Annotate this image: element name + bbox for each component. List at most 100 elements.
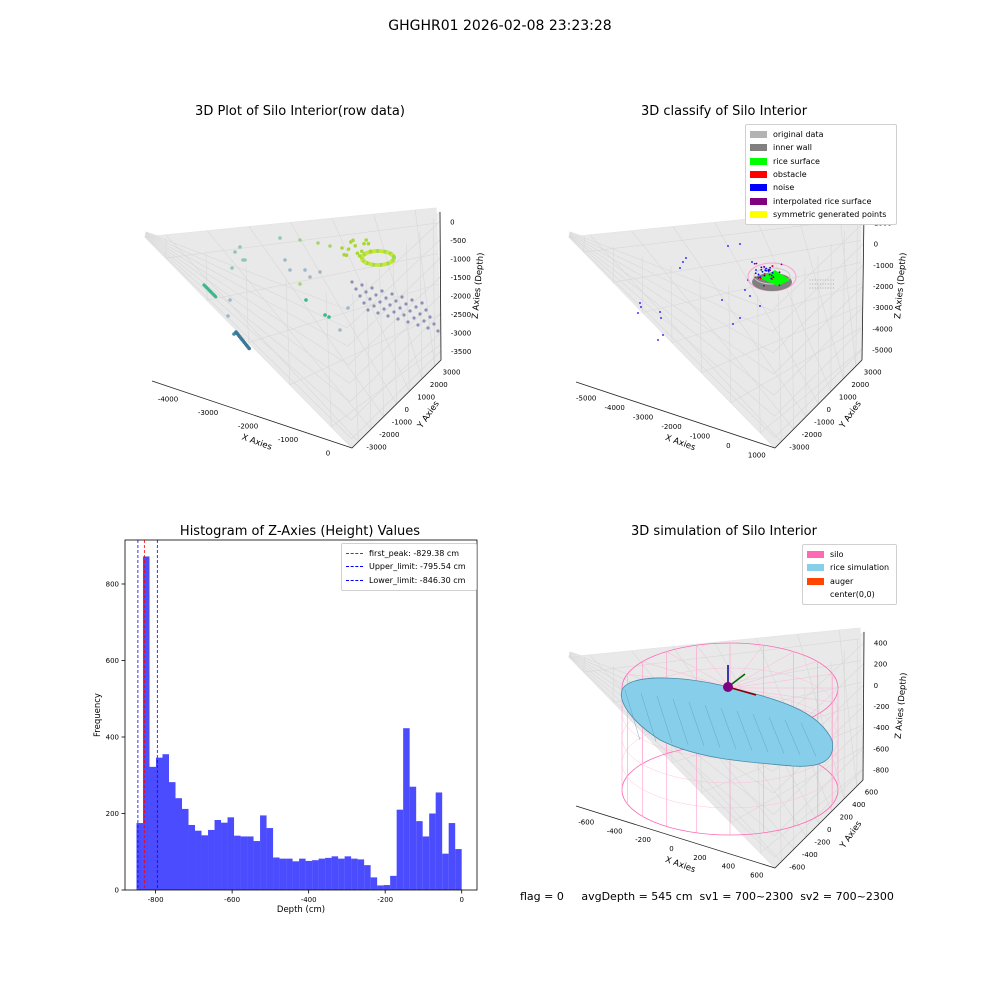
legend-entry: symmetric generated points (750, 208, 892, 221)
histogram-bar (312, 860, 319, 890)
raw-data-point (369, 250, 373, 254)
original-data-point (815, 279, 816, 280)
noise-point (773, 276, 775, 278)
classify-y-tick-label: 2000 (851, 381, 869, 389)
histogram-y-tick-label: 600 (106, 657, 119, 665)
legend-label: Lower_limit: -846.30 cm (369, 576, 465, 585)
interpolated-point (763, 285, 765, 287)
noise-point (764, 273, 766, 275)
raw-data-point (353, 244, 357, 248)
legend-entry: rice surface (750, 155, 892, 168)
legend-label: center(0,0) (830, 590, 875, 599)
raw-data-point (347, 247, 351, 251)
sim-x-tick-label: 200 (693, 854, 706, 862)
legend-entry: original data (750, 128, 892, 141)
original-data-point (820, 287, 821, 288)
raw-y-tick-label: 2000 (430, 381, 448, 389)
histogram-bar (221, 823, 228, 890)
histogram-y-tick-label: 400 (106, 733, 119, 741)
interpolated-point (754, 263, 756, 265)
histogram-bar (364, 865, 371, 890)
raw-data-point (398, 306, 401, 309)
raw-data-point (364, 290, 367, 293)
raw-y-tick-label: -1000 (392, 419, 412, 427)
raw-data-point (362, 301, 365, 304)
histogram-y-tick-label: 200 (106, 810, 119, 818)
histogram-bar (377, 885, 384, 890)
legend-label: first_peak: -829.38 cm (369, 549, 459, 558)
original-data-point (825, 279, 826, 280)
raw-data-point (316, 241, 320, 245)
raw-y-axis-label: Y Axies (415, 399, 442, 431)
histogram-bar (403, 728, 410, 890)
histogram-x-tick-label: 0 (459, 896, 463, 904)
legend-label: obstacle (773, 170, 807, 179)
legend-label: Upper_limit: -795.54 cm (369, 562, 466, 571)
original-data-point (830, 283, 831, 284)
noise-point (657, 339, 659, 341)
legend-swatch (807, 591, 824, 598)
noise-point (762, 271, 764, 273)
raw-data-point (298, 238, 302, 242)
raw-data-point (247, 347, 251, 351)
raw-data-point (414, 305, 417, 308)
legend-swatch (750, 171, 767, 178)
sim-y-tick-label: 600 (865, 788, 878, 796)
raw-data-point (214, 295, 217, 298)
classify-x-tick-label: -2000 (661, 423, 681, 431)
raw-data-point (386, 314, 389, 317)
raw-bottom-pane (145, 208, 441, 448)
legend-swatch (346, 553, 363, 554)
original-data-point (828, 279, 829, 280)
raw-data-point (351, 239, 355, 243)
raw-data-point (388, 303, 391, 306)
original-data-point (817, 283, 818, 284)
noise-point (759, 305, 761, 307)
classify-y-tick-label: 0 (827, 406, 831, 414)
raw-data-point (392, 310, 395, 313)
histogram-x-tick-label: -400 (301, 896, 317, 904)
histogram-bar (429, 813, 436, 890)
status-footer: flag = 0 avgDepth = 545 cm sv1 = 700~230… (520, 890, 894, 903)
legend-swatch (750, 198, 767, 205)
raw-data-point (364, 238, 368, 242)
histogram-bar (410, 787, 417, 890)
original-data-point (809, 283, 810, 284)
raw-data-point (376, 311, 379, 314)
original-data-point (822, 279, 823, 280)
raw-y-tick-label: 3000 (443, 368, 461, 376)
raw-data-point (396, 317, 399, 320)
histogram-bar (325, 858, 332, 890)
histogram-bar (143, 556, 150, 890)
classify-y-tick-label: -1000 (814, 419, 834, 427)
histogram-bar (182, 809, 189, 890)
raw-x-tick-label: -4000 (158, 396, 178, 404)
sim-x-tick-label: -400 (607, 827, 623, 835)
sim-z-tick-label: -600 (873, 745, 889, 753)
raw-y-tick-label: -3000 (366, 444, 386, 452)
raw-data-point (338, 328, 342, 332)
raw-data-point (360, 283, 363, 286)
interpolated-point (781, 263, 783, 265)
noise-point (755, 269, 757, 271)
histogram-bar (397, 810, 404, 890)
raw-z-tick-label: -500 (450, 237, 466, 245)
raw-data-point (233, 250, 237, 254)
sim-y-tick-label: -400 (802, 851, 818, 859)
original-data-point (830, 287, 831, 288)
interpolated-point (763, 266, 765, 268)
histogram-bar (280, 859, 287, 890)
raw-z-tick-label: -2500 (451, 311, 471, 319)
legend-label: original data (773, 130, 823, 139)
legend-label: rice surface (773, 157, 820, 166)
original-data-point (820, 283, 821, 284)
noise-point (660, 317, 662, 319)
original-data-point (828, 287, 829, 288)
legend-entry: silo (807, 548, 892, 561)
raw-data-point (360, 249, 364, 253)
legend-label: interpolated rice surface (773, 197, 871, 206)
sim-z-tick-label: -400 (873, 724, 889, 732)
noise-point (640, 306, 642, 308)
raw-data-point (416, 323, 419, 326)
original-data-point (809, 287, 810, 288)
